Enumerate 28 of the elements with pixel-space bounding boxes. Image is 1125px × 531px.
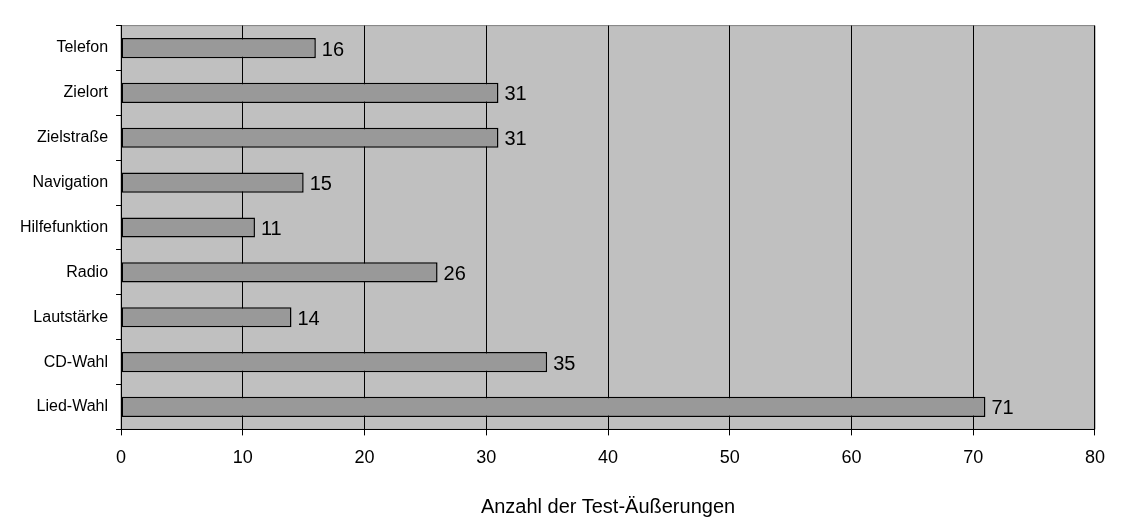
x-tick-label: 50 bbox=[719, 447, 740, 468]
y-tick-label: Radio bbox=[66, 262, 109, 280]
x-axis-title: Anzahl der Test-Äußerungen bbox=[480, 494, 736, 517]
data-label: 11 bbox=[260, 217, 282, 240]
x-tick-label: 20 bbox=[354, 447, 375, 468]
y-tick-label: Hilfefunktion bbox=[20, 217, 109, 235]
y-tick-label: Lautstärke bbox=[33, 307, 109, 325]
data-label: 31 bbox=[504, 82, 527, 105]
y-tick-label: Zielort bbox=[63, 83, 109, 101]
x-tick-label: 30 bbox=[476, 447, 497, 468]
y-tick-label: Zielstraße bbox=[36, 128, 109, 146]
x-tick-label: 10 bbox=[232, 447, 253, 468]
y-tick-label: Telefon bbox=[56, 38, 109, 56]
data-label: 35 bbox=[553, 351, 576, 374]
x-tick-label: 80 bbox=[1084, 447, 1105, 468]
y-tick-label: CD-Wahl bbox=[43, 352, 109, 370]
x-tick-label: 60 bbox=[841, 447, 862, 468]
data-label: 14 bbox=[297, 306, 320, 329]
data-label: 31 bbox=[504, 127, 527, 150]
data-label: 71 bbox=[991, 396, 1014, 419]
data-label: 15 bbox=[309, 172, 332, 195]
data-label: 16 bbox=[321, 37, 345, 60]
x-tick-label: 70 bbox=[963, 447, 984, 468]
data-label: 26 bbox=[443, 261, 466, 284]
y-tick-label: Lied-Wahl bbox=[36, 397, 109, 415]
x-tick-label: 40 bbox=[598, 447, 619, 468]
y-tick-label: Navigation bbox=[32, 173, 109, 191]
x-tick-label: 0 bbox=[116, 447, 127, 468]
